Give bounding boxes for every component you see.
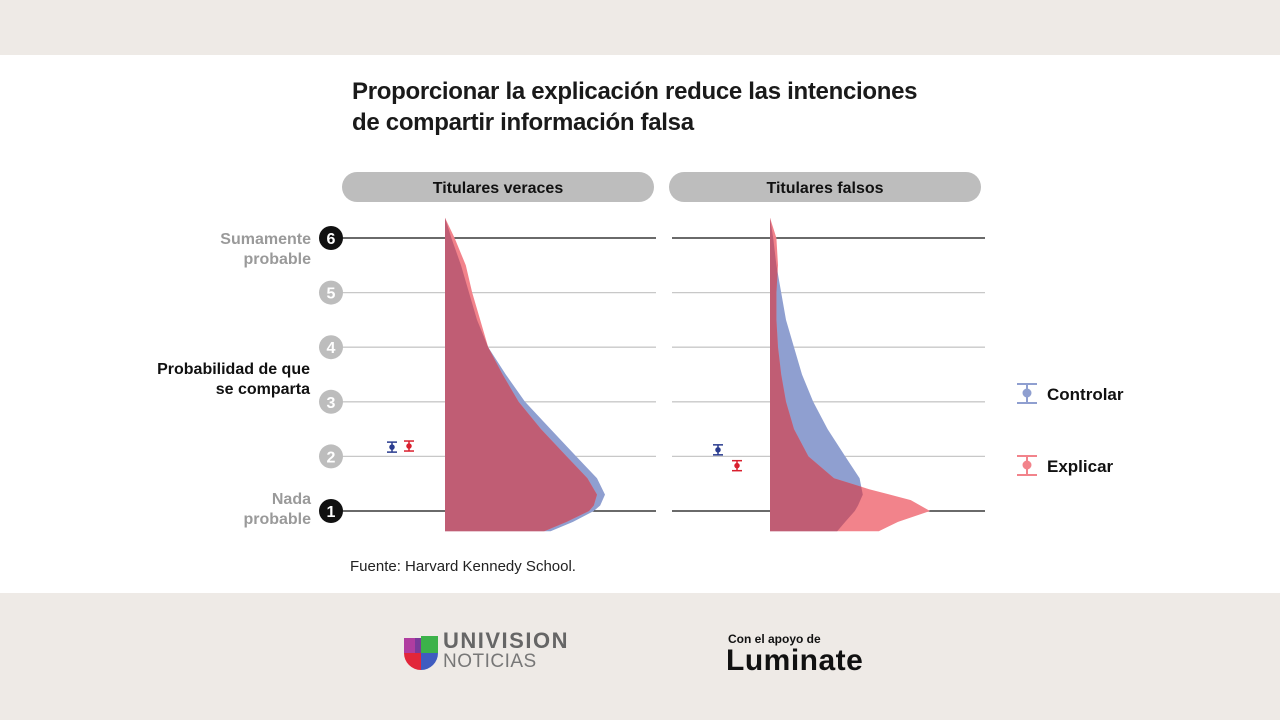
source-note: Fuente: Harvard Kennedy School. (350, 558, 576, 575)
violin-overlap-1 (770, 217, 863, 532)
title-line-2: de compartir información falsa (352, 109, 694, 136)
brand-name: UNIVISION (443, 628, 569, 653)
violin-overlap-0 (445, 217, 597, 532)
univision-logo-icon (404, 636, 438, 670)
footer (0, 593, 1280, 720)
mean-point (734, 462, 740, 469)
legend-explain-icon (1017, 455, 1037, 476)
brand-subname: NOTICIAS (443, 651, 537, 672)
y-tick-badge-4 (319, 335, 343, 360)
legend-control-icon (1017, 383, 1037, 404)
y-tick-badge-6 (319, 226, 343, 250)
y-tick-badge-5 (319, 280, 343, 305)
y-tick-label-5: 5 (327, 286, 336, 303)
panel-header-truthful (342, 172, 654, 202)
y-tick-label-1: 1 (327, 504, 336, 521)
legend: Controlar Explicar (1017, 383, 1124, 476)
y-tick-label-3: 3 (327, 395, 336, 412)
chart-card (0, 55, 1280, 593)
y-axis-label-line-1: Probabilidad de que (157, 361, 310, 378)
bottom-label-line-1: Nada (272, 491, 311, 508)
mean-point (389, 444, 395, 450)
title-line-1: Proporcionar la explicación reduce las i… (352, 78, 918, 105)
mean-errorbar-control-1 (713, 444, 723, 456)
support-label: Con el apoyo de (728, 632, 821, 646)
y-tick-badge-3 (319, 389, 343, 414)
y-tick-label-2: 2 (327, 449, 336, 466)
y-tick-label-4: 4 (327, 340, 336, 357)
legend-control-label: Controlar (1047, 385, 1124, 404)
panel-title-truthful: Titulares veraces (433, 180, 564, 197)
top-label-line-1: Sumamente (220, 231, 311, 248)
legend-explain-label: Explicar (1047, 457, 1114, 476)
mean-point (715, 447, 721, 453)
panel-header-false (669, 172, 981, 202)
y-axis-label-line-2: se comparta (216, 381, 310, 398)
violin-chart: Titulares veraces Titulares falsos 1 2 3 4 5… (157, 172, 1124, 532)
mean-errorbar-control-0 (387, 441, 397, 453)
mean-errorbar-explain-1 (732, 459, 742, 472)
support-brand-logo: Luminate (726, 644, 864, 677)
y-tick-badge-1 (319, 499, 343, 523)
top-label-line-2: probable (243, 251, 311, 268)
mean-errorbar-explain-0 (404, 440, 414, 452)
bottom-label-line-2: probable (243, 511, 311, 528)
chart-title: Proporcionar la explicación reduce las i… (352, 76, 918, 138)
y-tick-label-6: 6 (327, 231, 336, 248)
mean-point (406, 443, 412, 449)
panel-title-false: Titulares falsos (766, 180, 883, 197)
y-tick-badge-2 (319, 444, 343, 469)
